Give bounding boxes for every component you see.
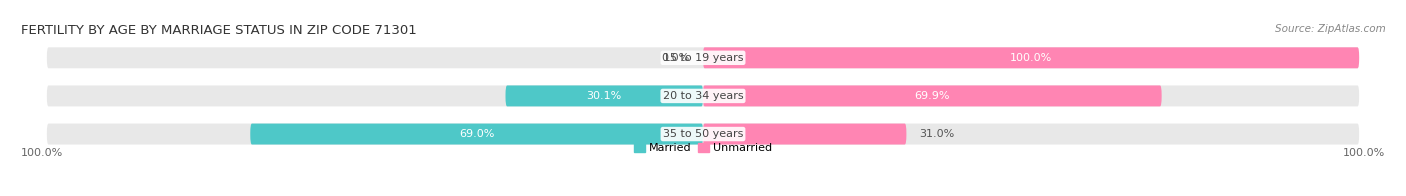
Text: FERTILITY BY AGE BY MARRIAGE STATUS IN ZIP CODE 71301: FERTILITY BY AGE BY MARRIAGE STATUS IN Z… <box>21 24 416 37</box>
Text: 69.9%: 69.9% <box>914 91 950 101</box>
Text: 100.0%: 100.0% <box>21 148 63 158</box>
Text: Source: ZipAtlas.com: Source: ZipAtlas.com <box>1275 24 1385 34</box>
Text: 20 to 34 years: 20 to 34 years <box>662 91 744 101</box>
Text: 30.1%: 30.1% <box>586 91 621 101</box>
Text: 15 to 19 years: 15 to 19 years <box>662 53 744 63</box>
FancyBboxPatch shape <box>703 123 907 144</box>
FancyBboxPatch shape <box>250 123 703 144</box>
Text: 100.0%: 100.0% <box>1010 53 1052 63</box>
Legend: Married, Unmarried: Married, Unmarried <box>630 139 776 158</box>
FancyBboxPatch shape <box>46 123 1360 144</box>
Text: 100.0%: 100.0% <box>1343 148 1385 158</box>
FancyBboxPatch shape <box>506 85 703 106</box>
Text: 69.0%: 69.0% <box>458 129 495 139</box>
Text: 35 to 50 years: 35 to 50 years <box>662 129 744 139</box>
FancyBboxPatch shape <box>46 47 1360 68</box>
FancyBboxPatch shape <box>46 85 1360 106</box>
Text: 0.0%: 0.0% <box>662 53 690 63</box>
Text: 31.0%: 31.0% <box>920 129 955 139</box>
FancyBboxPatch shape <box>703 85 1161 106</box>
FancyBboxPatch shape <box>703 47 1360 68</box>
